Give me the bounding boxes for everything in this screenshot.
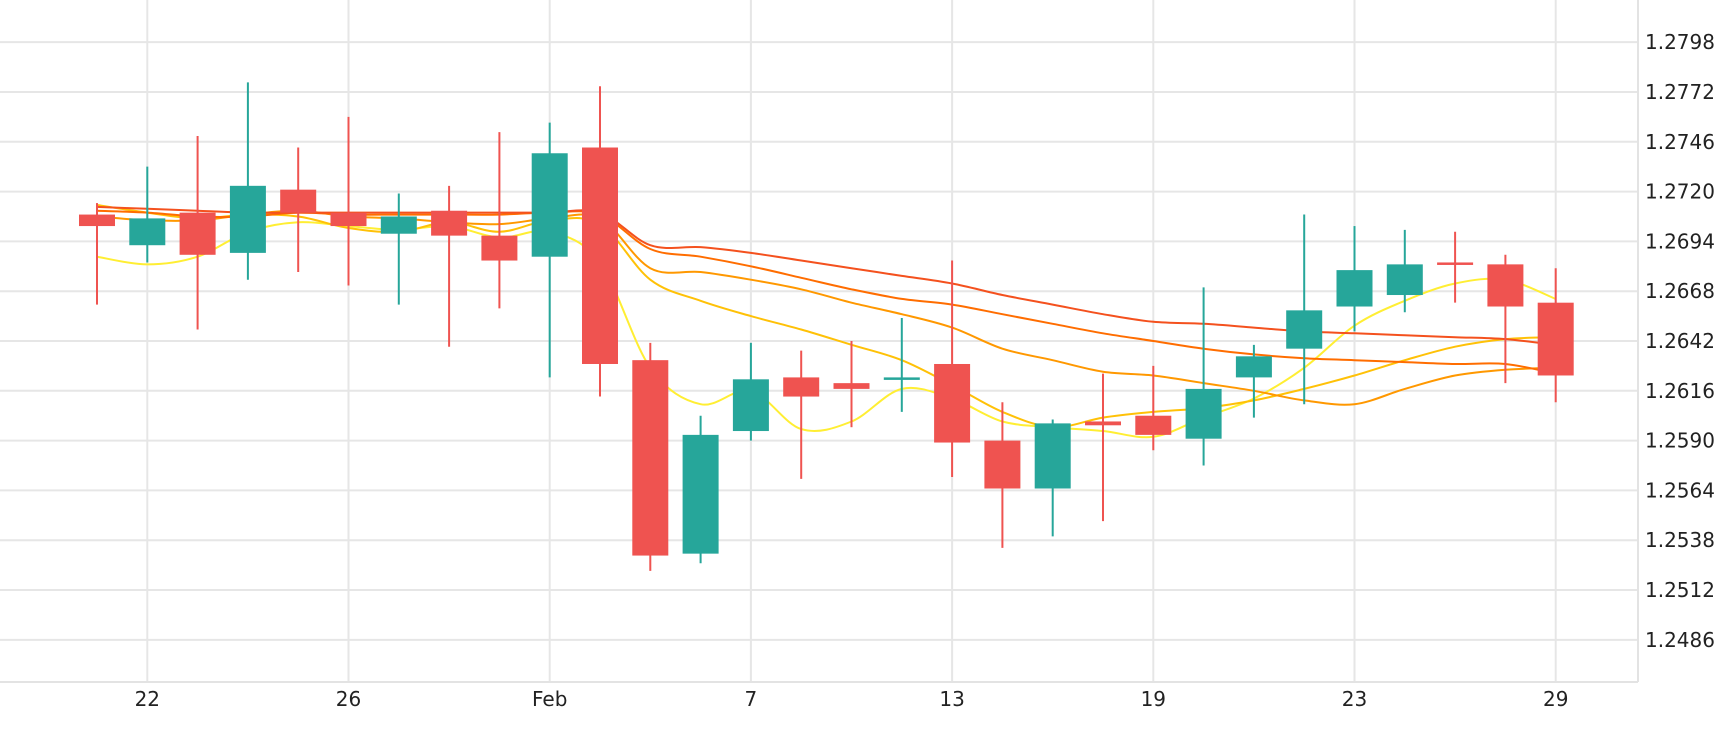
candle [1135, 365, 1172, 451]
candle-body [883, 377, 920, 380]
candle [380, 193, 417, 305]
candle [229, 82, 266, 280]
y-tick-label: 1.2772 [1645, 80, 1715, 104]
grid-layer [0, 0, 1638, 682]
candle-body [129, 218, 166, 246]
candle [1437, 231, 1474, 303]
candle-body [934, 363, 971, 443]
axes-layer: 1.2798 1.2772 1.2746 1.2720 1.2694 1.2668 1.26… [0, 0, 1715, 711]
candle-body [984, 440, 1021, 489]
candle [531, 122, 568, 378]
candle [984, 402, 1021, 548]
x-tick-label: 22 [135, 687, 160, 711]
y-tick-label: 1.2564 [1645, 478, 1715, 502]
candle-body [1336, 270, 1373, 307]
candle [632, 342, 669, 571]
candle-body [179, 212, 216, 255]
candle-body [531, 153, 568, 257]
candle [582, 86, 618, 397]
candle [1034, 419, 1071, 537]
y-tick-label: 1.2590 [1645, 429, 1715, 453]
candle [883, 318, 920, 412]
candle [129, 166, 166, 263]
candle-body [330, 212, 367, 227]
candle [1487, 254, 1524, 384]
x-tick-label: 29 [1543, 687, 1568, 711]
candle-body [1487, 264, 1524, 307]
moving-average-line-3 [96, 209, 1556, 406]
x-tick-label: 26 [336, 687, 361, 711]
candle [1336, 226, 1373, 332]
candle-body [833, 383, 870, 389]
candle-body [783, 377, 820, 397]
candle-body [280, 189, 317, 213]
x-tick-label: 13 [939, 687, 964, 711]
candle [833, 341, 870, 428]
candle-body [1034, 423, 1071, 489]
candle [79, 203, 115, 305]
candle [481, 132, 518, 309]
moving-averages-layer [96, 204, 1557, 439]
candle-body [431, 210, 468, 236]
candle [934, 260, 971, 478]
x-tick-label: 19 [1141, 687, 1166, 711]
candle [1235, 344, 1272, 418]
candle [330, 116, 367, 286]
candle-body [582, 147, 618, 364]
candle [179, 136, 216, 330]
candles-layer [79, 82, 1574, 571]
candle [783, 350, 820, 479]
x-tick-label: 23 [1342, 687, 1367, 711]
y-tick-label: 1.2512 [1645, 578, 1715, 602]
candle-body [1185, 388, 1222, 439]
moving-average-line-2 [96, 204, 1556, 429]
candle-body [1135, 415, 1172, 435]
candle [1185, 287, 1222, 466]
candle-body [632, 360, 669, 556]
y-tick-label: 1.2486 [1645, 628, 1715, 652]
candle-body [732, 379, 769, 432]
candle [1286, 214, 1323, 405]
candle-body [682, 434, 719, 554]
candle-body [1235, 356, 1272, 378]
candle [431, 185, 468, 347]
candle-body [1437, 262, 1474, 265]
y-tick-label: 1.2616 [1645, 379, 1715, 403]
candle [682, 415, 719, 564]
y-tick-label: 1.2668 [1645, 279, 1715, 303]
candle [280, 147, 317, 273]
candle [732, 342, 769, 441]
y-tick-label: 1.2746 [1645, 130, 1715, 154]
y-tick-label: 1.2798 [1645, 30, 1715, 54]
candle-body [1386, 264, 1423, 296]
x-tick-label: 7 [745, 687, 758, 711]
candle [1085, 373, 1121, 522]
y-tick-label: 1.2694 [1645, 229, 1715, 253]
candle-body [380, 216, 417, 234]
x-tick-label: Feb [532, 687, 567, 711]
y-tick-label: 1.2720 [1645, 180, 1715, 204]
y-tick-label: 1.2642 [1645, 329, 1715, 353]
candle-body [481, 235, 518, 261]
candle-body [1085, 421, 1121, 426]
y-tick-label: 1.2538 [1645, 528, 1715, 552]
candle [1386, 229, 1423, 313]
candle-body [1537, 302, 1574, 376]
candle [1537, 268, 1574, 403]
candle-body [1286, 310, 1323, 349]
candle-body [79, 214, 115, 227]
candle-body [229, 185, 266, 253]
